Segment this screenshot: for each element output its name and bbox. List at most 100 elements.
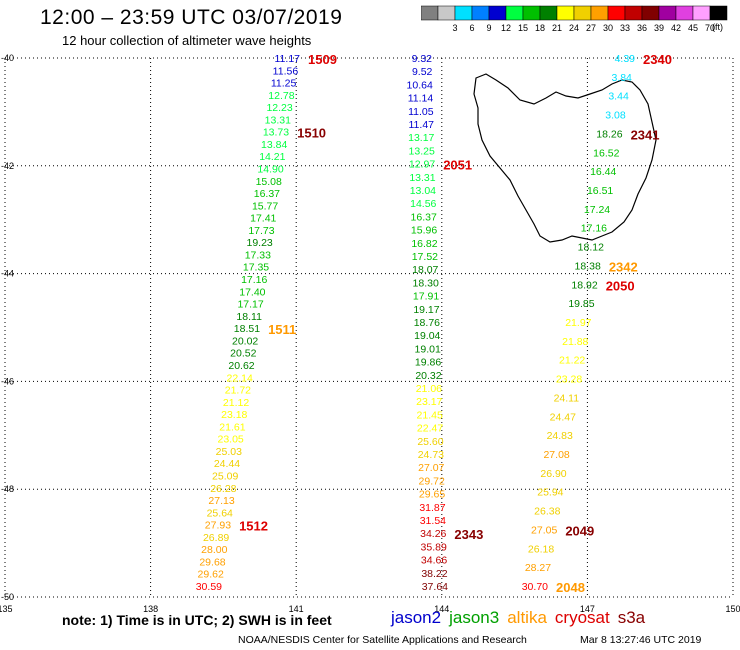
wave-height-label: 11.05 [408,106,434,118]
wave-height-label: 17.16 [241,274,267,286]
axis-tick-labels: 135 138 141 144 147 150 -40 -42 -44 -46 -48 -50 [0,53,740,614]
colorbar-legend: 3 6 9 12 15 18 21 24 27 30 33 36 39 42 45 70 [421,5,728,33]
lat-tick-label: -40 [1,53,14,63]
wave-height-label: 26.90 [540,468,566,480]
footer-note: note: 1) Time is in UTC; 2) SWH is in fe… [62,612,332,628]
wave-height-label: 29.72 [419,475,445,487]
colorbar-tick-label: 42 [671,23,681,33]
lat-tick-label: -48 [1,484,14,494]
satellite-legend-item: altika [507,608,547,627]
wave-height-label: 19.01 [415,343,441,355]
satellite-legend-item: s3a [617,608,646,627]
lon-tick-label: 135 [0,604,13,614]
wave-height-label: 29.65 [419,489,445,501]
wave-height-label: 18.38 [575,260,601,272]
colorbar-tick-label: 39 [654,23,664,33]
map-title: 12:00 – 23:59 UTC 03/07/2019 [40,6,343,29]
wave-height-label: 25.94 [537,487,563,499]
colorbar-tick-label: 30 [603,23,613,33]
wave-height-label: 31.54 [420,515,446,527]
wave-height-label: 19.04 [414,330,440,342]
wave-height-label: 19.85 [568,298,594,310]
lon-tick-label: 144 [434,604,449,614]
wave-height-label: 15.77 [252,200,278,212]
wave-height-label: 11.56 [273,65,299,77]
wave-height-label: 9.52 [412,66,433,78]
wave-height-label: 37.64 [422,581,448,593]
wave-height-label: 13.17 [408,132,434,144]
wave-height-label: 14.90 [257,164,283,176]
satellite-legend-item: jason3 [449,608,500,627]
colorbar-tick-label: 18 [535,23,545,33]
wave-height-label: 20.02 [232,335,258,347]
wave-height-label: 3.84 [611,72,632,84]
wave-height-label: 27.93 [205,520,231,532]
wave-height-label: 29.62 [198,569,224,581]
wave-height-label: 18.26 [596,128,622,140]
colorbar-tick-label: 3 [452,23,457,33]
altimeter-tracks: 11.1711.5611.2512.7812.2313.3113.7313.84… [196,52,672,595]
credit-text: NOAA/NESDIS Center for Satellite Applica… [238,634,527,646]
wave-height-label: 16.37 [411,211,437,223]
wave-height-label: 18.11 [236,311,262,323]
wave-height-label: 17.33 [245,249,271,261]
wave-height-label: 38.22 [421,568,447,580]
wave-height-label: 21.72 [225,385,251,397]
colorbar-tick-label: 21 [552,23,562,33]
wave-height-label: 17.73 [248,225,274,237]
track-jason2-west: 11.1711.5611.2512.7812.2313.3113.7313.84… [196,52,337,593]
wave-height-label: 22.14 [227,372,253,384]
wave-height-label: 22.47 [417,423,443,435]
colorbar-units: (ft) [712,22,723,32]
wave-height-label: 23.28 [556,374,582,386]
wave-height-label: 16.51 [587,185,613,197]
wave-height-label: 11.25 [271,78,297,90]
wave-height-label: 16.37 [254,188,280,200]
colorbar-tick-label: 36 [637,23,647,33]
pass-time-label: 2049 [565,523,594,538]
satellite-legend: jason2 jason3 altika cryosat s3a [391,608,653,628]
lon-tick-label: 138 [143,604,158,614]
wave-height-label: 27.13 [208,495,234,507]
wave-height-label: 18.07 [412,264,438,276]
wave-height-label: 29.68 [199,556,225,568]
wave-height-label: 14.21 [259,151,285,163]
wave-height-label: 21.61 [219,421,245,433]
wave-height-label: 16.44 [590,166,616,178]
wave-height-label: 16.52 [593,147,619,159]
wave-height-label: 21.06 [416,383,442,395]
colorbar-tick-label: 33 [620,23,630,33]
pass-time-label: 2050 [606,278,635,293]
wave-height-label: 17.24 [584,204,610,216]
wave-height-label: 30.70 [522,581,548,593]
wave-height-label: 25.64 [207,507,233,519]
wave-height-label: 28.00 [201,544,227,556]
lon-tick-label: 141 [289,604,304,614]
colorbar-tick-label: 6 [469,23,474,33]
wave-height-label: 27.07 [418,462,444,474]
track-track-east-north: 4.39 3.84 3.44 3.08 18.26 16.52 16.44 16.51 17.2… [522,52,672,595]
wave-height-label: 12.78 [268,90,294,102]
colorbar-swatch [709,5,728,21]
wave-height-label: 13.31 [265,114,291,126]
wave-height-label: 13.25 [409,145,435,157]
wave-height-label: 10.64 [407,79,433,91]
wave-height-label: 17.40 [239,286,265,298]
tasmania-coastline [473,73,657,243]
colorbar-tick-label: 70 [705,23,715,33]
wave-height-label: 24.44 [214,458,240,470]
pass-time-label: 2051 [443,158,472,173]
wave-height-label: 17.17 [237,299,263,311]
wave-height-label: 21.45 [417,409,443,421]
wave-height-label: 24.73 [418,449,444,461]
pass-time-label: 1512 [239,519,268,534]
wave-height-label: 35.89 [421,541,447,553]
wave-height-label: 3.44 [608,91,629,103]
wave-height-label: 24.47 [550,411,576,423]
satellite-legend-item: cryosat [554,608,610,627]
wave-height-label: 23.18 [221,409,247,421]
wave-height-label: 13.84 [261,139,287,151]
wave-height-label: 18.51 [234,323,260,335]
colorbar-tick-label: 27 [586,23,596,33]
